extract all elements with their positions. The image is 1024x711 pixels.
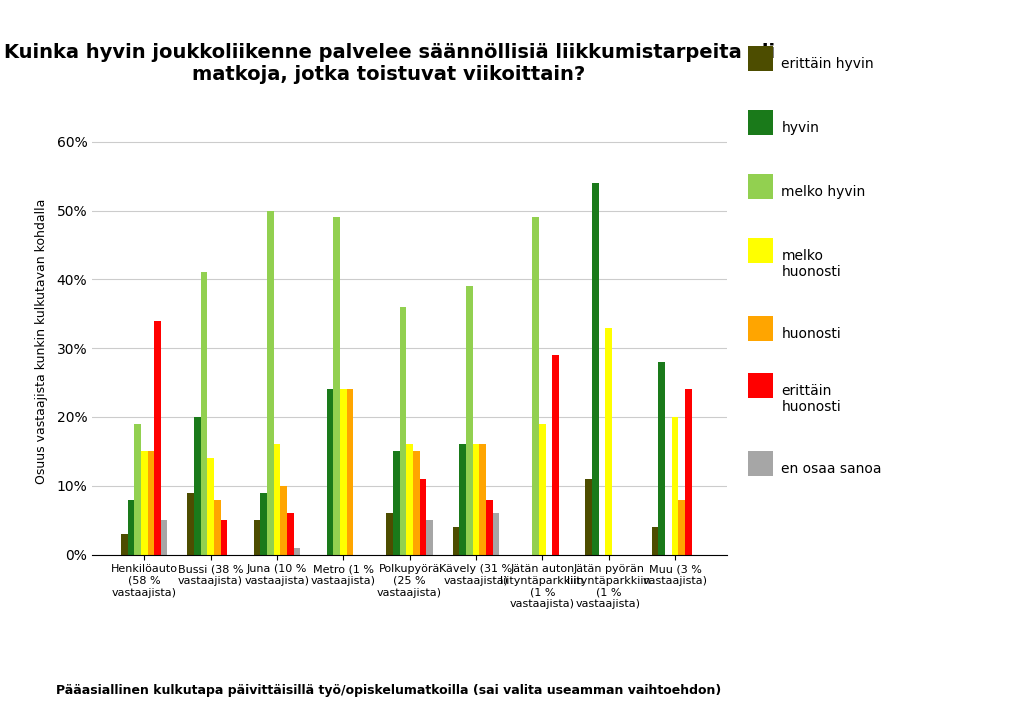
Bar [453, 527, 460, 555]
Bar [254, 520, 260, 555]
Bar [539, 424, 546, 555]
Bar [592, 183, 599, 555]
Text: melko
huonosti: melko huonosti [781, 249, 841, 279]
Bar [605, 328, 612, 555]
Text: melko hyvin: melko hyvin [781, 185, 865, 199]
Text: erittäin
huonosti: erittäin huonosti [781, 384, 841, 414]
Bar [141, 451, 147, 555]
Bar [340, 390, 346, 555]
Bar [386, 513, 393, 555]
Bar [128, 500, 134, 555]
Bar [678, 500, 685, 555]
Bar [273, 444, 281, 555]
Bar [346, 390, 353, 555]
Bar [155, 321, 161, 555]
Bar [479, 444, 486, 555]
Text: huonosti: huonosti [781, 327, 841, 341]
Bar [473, 444, 479, 555]
Bar [493, 513, 499, 555]
Bar [407, 444, 413, 555]
Bar [294, 547, 300, 555]
Bar [207, 459, 214, 555]
Bar [466, 287, 473, 555]
Bar [672, 417, 678, 555]
Text: erittäin hyvin: erittäin hyvin [781, 57, 873, 71]
Bar [426, 520, 433, 555]
Bar [586, 479, 592, 555]
Bar [532, 218, 539, 555]
Bar [327, 390, 333, 555]
Bar [147, 451, 155, 555]
Text: Kuinka hyvin joukkoliikenne palvelee säännöllisiä liikkumistarpeita eli
matkoja,: Kuinka hyvin joukkoliikenne palvelee sää… [3, 43, 775, 84]
Bar [552, 355, 559, 555]
Text: en osaa sanoa: en osaa sanoa [781, 462, 882, 476]
Bar [685, 390, 691, 555]
Bar [486, 500, 493, 555]
Bar [333, 218, 340, 555]
Bar [658, 362, 665, 555]
Bar [287, 513, 294, 555]
Bar [420, 479, 426, 555]
Bar [267, 210, 273, 555]
Bar [161, 520, 168, 555]
Bar [281, 486, 287, 555]
Bar [121, 534, 128, 555]
Bar [651, 527, 658, 555]
Bar [399, 307, 407, 555]
Bar [393, 451, 399, 555]
Y-axis label: Osuus vastaajista kunkin kulkutavan kohdalla: Osuus vastaajista kunkin kulkutavan kohd… [35, 198, 48, 484]
Bar [134, 424, 141, 555]
Bar [201, 272, 207, 555]
Bar [220, 520, 227, 555]
Bar [214, 500, 220, 555]
Bar [260, 493, 267, 555]
Bar [187, 493, 194, 555]
Text: Pääasiallinen kulkutapa päivittäisillä työ/opiskelumatkoilla (sai valita useamma: Pääasiallinen kulkutapa päivittäisillä t… [56, 684, 722, 697]
Bar [194, 417, 201, 555]
Bar [413, 451, 420, 555]
Text: hyvin: hyvin [781, 121, 819, 135]
Bar [460, 444, 466, 555]
